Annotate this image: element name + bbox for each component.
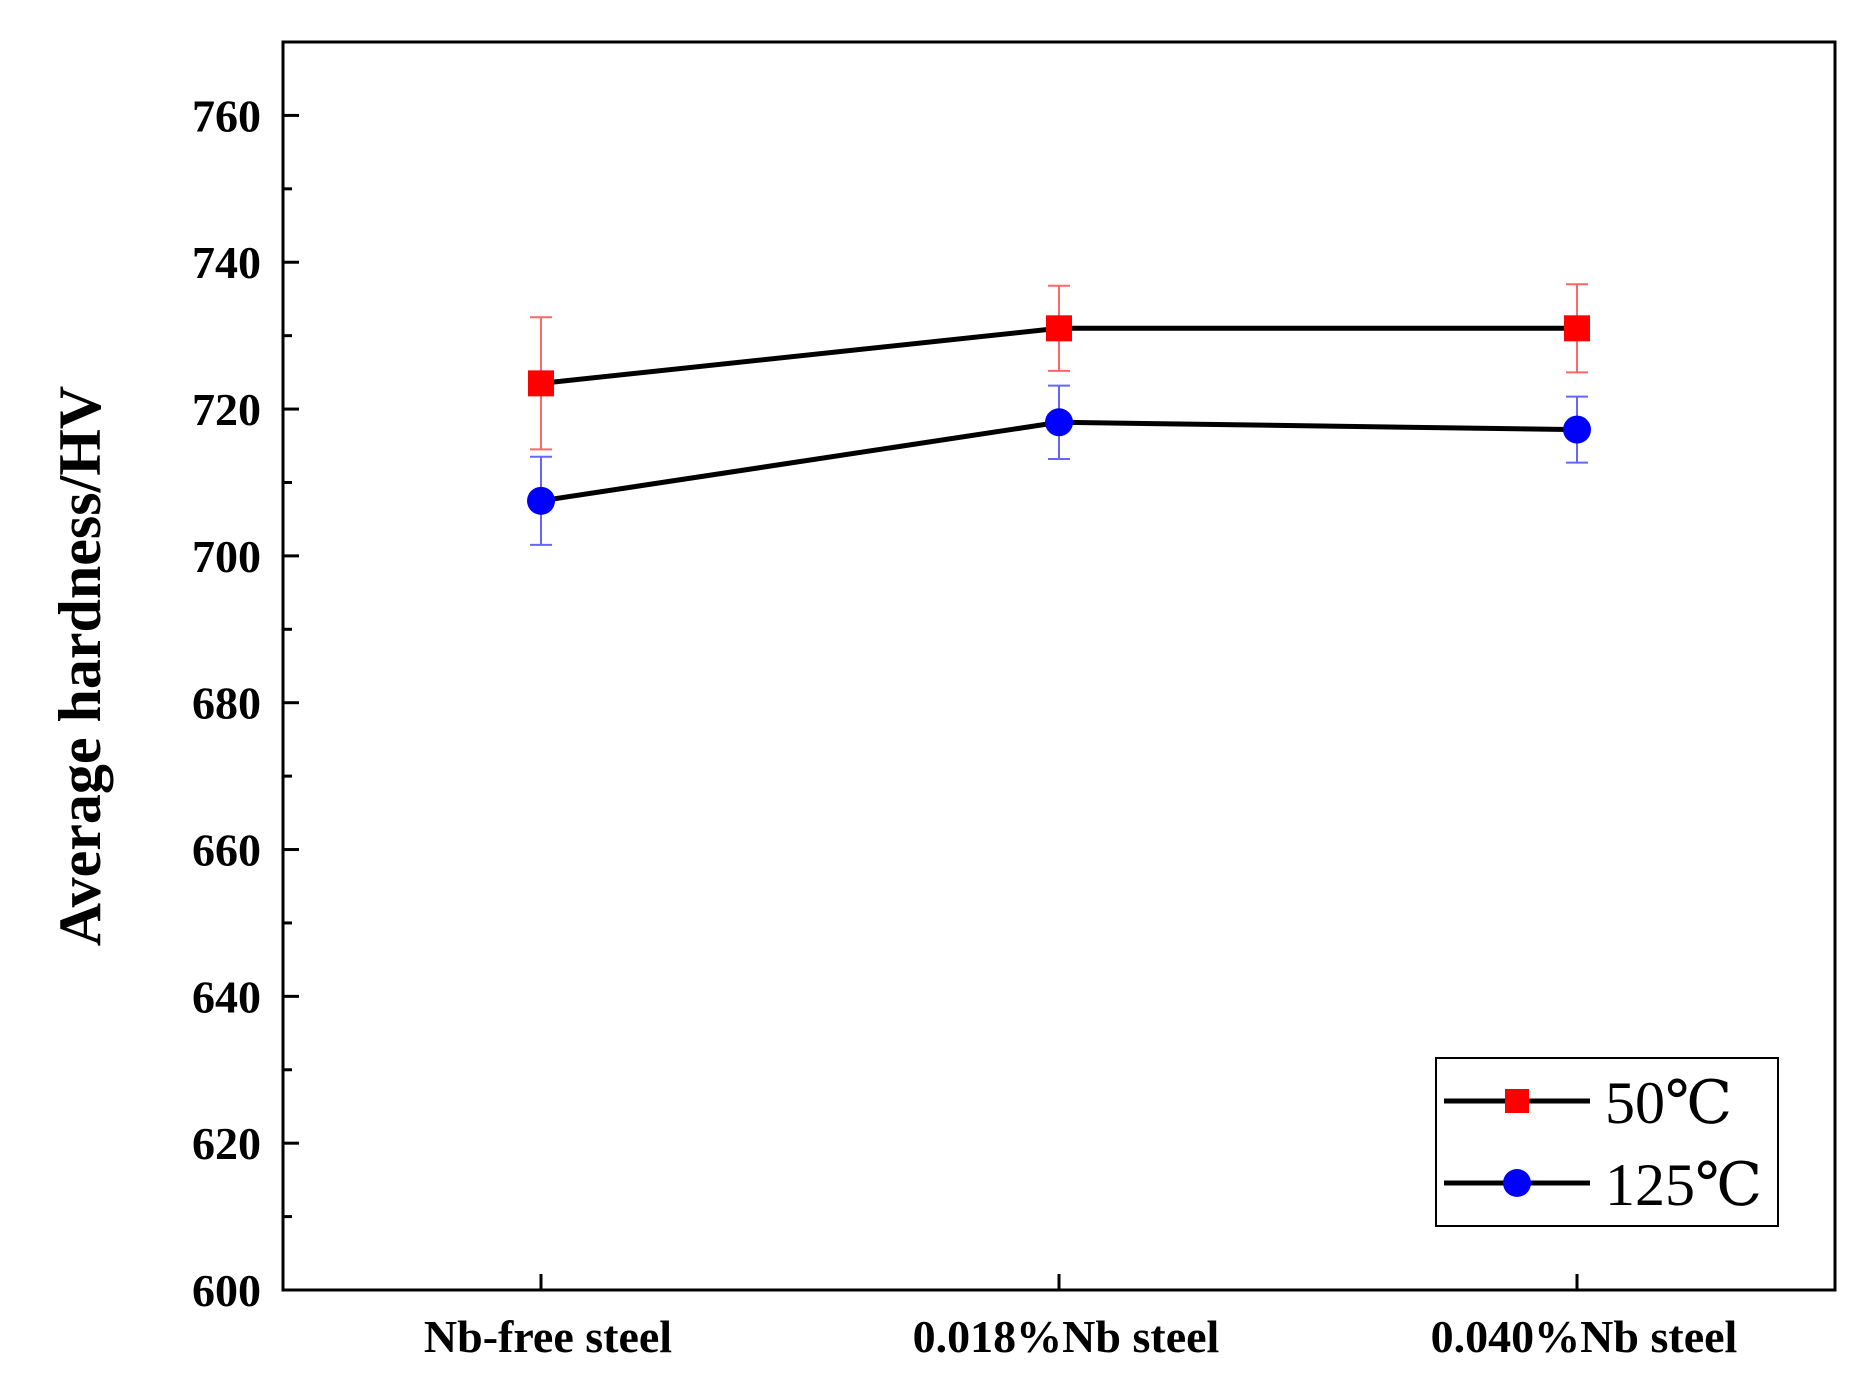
y-tick-label: 660 xyxy=(192,825,261,876)
legend-box xyxy=(1435,1057,1779,1227)
x-category-label: Nb-free steel xyxy=(424,1311,672,1362)
data-point-square xyxy=(528,370,554,397)
y-tick-label: 720 xyxy=(192,384,261,435)
series-layer xyxy=(527,283,1591,546)
series-0 xyxy=(528,283,1590,451)
legend-entry-1: 125℃ xyxy=(1444,1152,1762,1218)
data-point-circle xyxy=(527,486,555,515)
x-category-label: 0.040%Nb steel xyxy=(1431,1311,1738,1362)
x-category-label: 0.018%Nb steel xyxy=(913,1311,1220,1362)
x-axis: Nb-free steel 0.018%Nb steel 0.040%Nb stee… xyxy=(424,1274,1737,1362)
y-axis-title: Average hardness/HV xyxy=(47,386,113,947)
y-tick-label: 600 xyxy=(192,1265,261,1316)
data-point-square xyxy=(1046,315,1072,342)
legend-entry-0: 50℃ xyxy=(1444,1070,1732,1136)
y-tick-label: 700 xyxy=(192,531,261,582)
y-tick-label: 620 xyxy=(192,1118,261,1169)
y-tick-label: 640 xyxy=(192,971,261,1022)
legend-label: 50℃ xyxy=(1605,1070,1732,1136)
y-tick-label: 680 xyxy=(192,678,261,729)
legend-marker-square xyxy=(1505,1089,1529,1113)
y-axis: 600 620 640 660 680 700 720 740 760 xyxy=(192,90,299,1316)
legend: 50℃ 125℃ xyxy=(1435,1057,1779,1227)
legend-marker-circle xyxy=(1503,1169,1531,1197)
series-1 xyxy=(527,384,1591,546)
data-point-circle xyxy=(1045,408,1073,437)
legend-label: 125℃ xyxy=(1605,1152,1762,1218)
y-tick-label: 760 xyxy=(192,90,261,141)
data-point-circle xyxy=(1563,415,1591,444)
data-point-square xyxy=(1564,315,1590,342)
y-tick-label: 740 xyxy=(192,237,261,288)
